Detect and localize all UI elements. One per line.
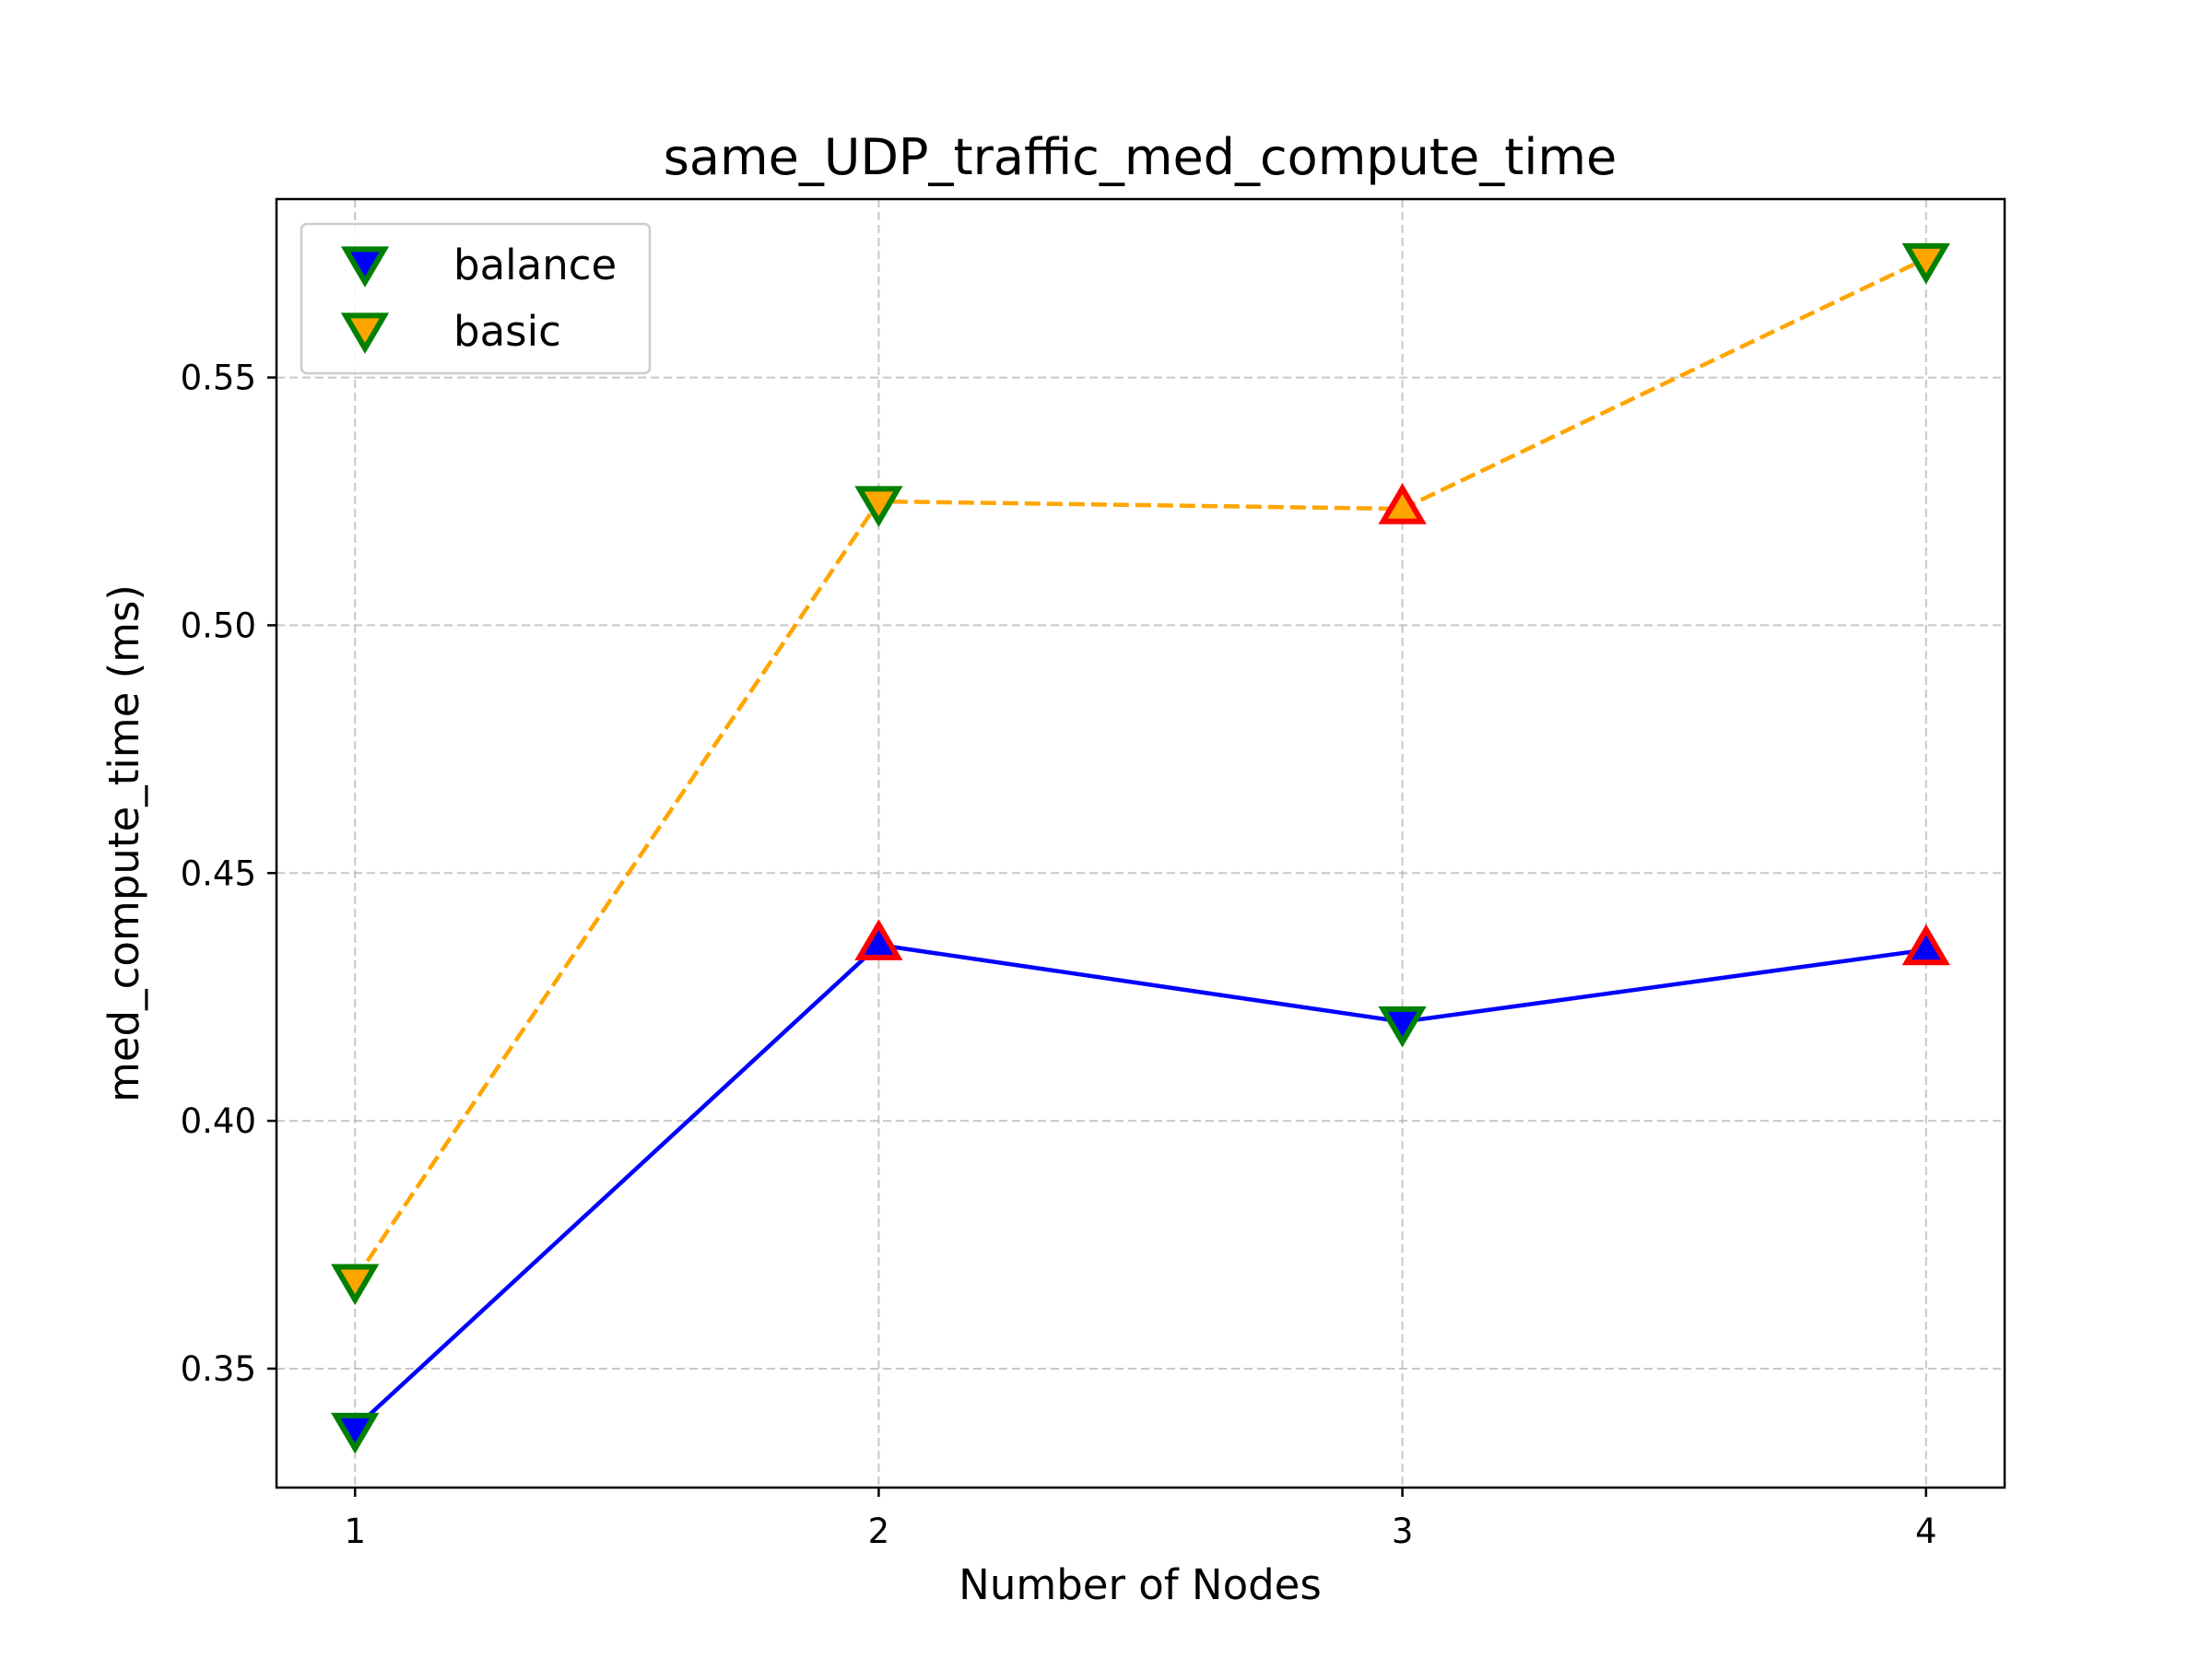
legend-marker-basic: [340, 312, 390, 354]
series-balance: [331, 919, 1950, 1454]
data-point-basic: [1901, 242, 1950, 285]
legend-entry-balance: balance: [340, 241, 617, 289]
legend-marker-balance: [340, 246, 390, 288]
legend-label-basic: basic: [453, 307, 561, 356]
ticks: 1 2 3 4 0.35 0.40 0.45 0.50 0.55: [181, 359, 1937, 1551]
grid: [276, 199, 2005, 1488]
x-tick-label: 4: [1915, 1512, 1937, 1551]
x-axis-label: Number of Nodes: [959, 1560, 1322, 1609]
y-tick-label: 0.35: [181, 1349, 256, 1389]
x-tick-label: 1: [344, 1512, 366, 1551]
data-point-balance: [1901, 924, 1950, 966]
data-point-basic: [1378, 483, 1427, 524]
legend-entry-basic: basic: [340, 307, 561, 356]
legend-label-balance: balance: [453, 241, 617, 289]
series-basic: [331, 242, 1950, 1306]
x-tick-label: 2: [868, 1512, 890, 1551]
plot-frame: [275, 197, 2006, 1489]
x-tick-label: 3: [1392, 1512, 1414, 1551]
series-line-balance: [353, 942, 1927, 1430]
y-tick-label: 0.50: [181, 606, 256, 645]
data-point-basic: [331, 1264, 380, 1306]
y-tick-label: 0.45: [181, 853, 256, 893]
data-point-balance: [1378, 1006, 1427, 1048]
legend-box: [300, 222, 652, 375]
chart-title: same_UDP_traffic_med_compute_time: [664, 128, 1617, 186]
y-tick-label: 0.55: [181, 359, 256, 398]
data-point-basic: [854, 486, 903, 527]
data-point-balance: [331, 1412, 380, 1454]
y-tick-label: 0.40: [181, 1101, 256, 1141]
legend: balance basic: [300, 222, 652, 375]
data-point-balance: [854, 919, 903, 960]
series-layer: [331, 242, 1950, 1454]
y-axis-label: med_compute_time (ms): [100, 584, 148, 1102]
series-line-basic: [353, 256, 1927, 1281]
